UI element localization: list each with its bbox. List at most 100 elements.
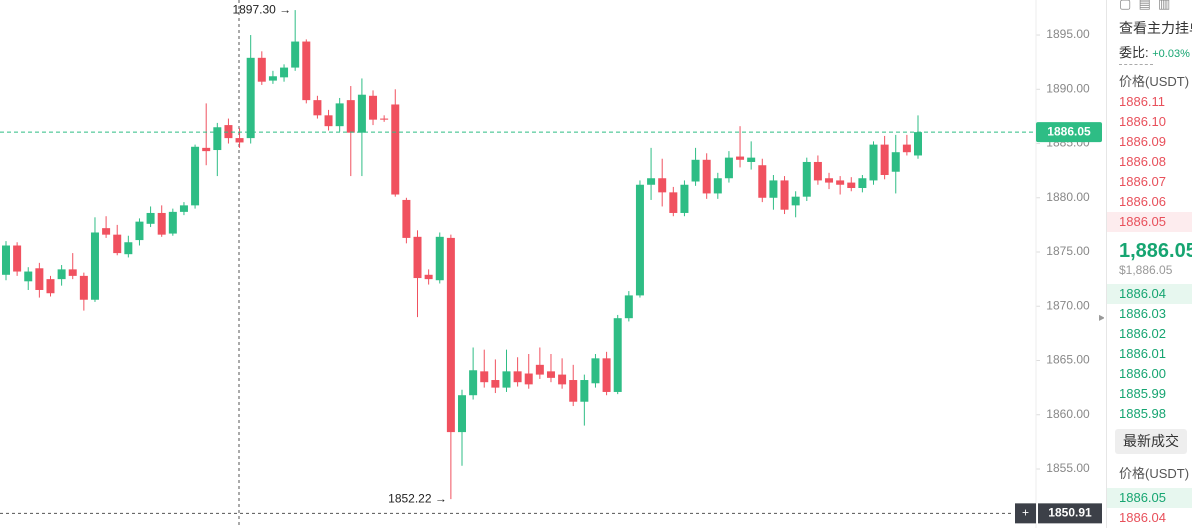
candle-body [591,358,600,384]
trades-header: 价格(USDT) [1119,466,1190,481]
crosshair-label: 1850.91 [1048,506,1092,520]
candle-body [191,146,200,206]
candle-body [469,370,478,396]
price-row: 1885.99 [1119,386,1166,401]
candle-body [369,95,378,120]
candle-body [24,271,33,282]
candle-body [135,221,144,241]
candle-body [68,269,77,276]
candle-body [891,152,900,172]
candle-body [435,236,444,281]
candle-body [513,371,522,383]
candle-body [613,318,622,392]
candle-body [179,205,188,212]
price-row: 1886.03 [1119,306,1166,321]
candle-body [246,57,255,139]
price-row: 1886.09 [1119,134,1166,149]
candle-body [13,245,22,272]
candle-body [357,94,366,133]
candle-body [869,144,878,181]
candle-body [458,395,466,433]
candle-body [546,371,555,378]
candle-body [424,274,433,280]
candle-body [157,212,166,235]
last-usd: $1,886.05 [1119,263,1173,277]
candle-body [691,159,700,182]
candle-body [213,127,222,151]
candle-body [647,178,656,185]
trade-row: 1886.04 [1119,510,1166,525]
candle-body [235,138,244,143]
price-row: 1886.06 [1119,194,1166,209]
candle-body [569,380,578,402]
price-row: 1885.98 [1119,406,1166,421]
price-row: 1886.08 [1119,154,1166,169]
candle-body [502,371,511,388]
candle-body [124,242,133,255]
price-row: 1886.04 [1107,284,1192,304]
y-tick-label: 1880.00 [1046,190,1090,204]
candle-body [769,180,778,198]
candle-body [257,57,266,82]
candle-body [880,144,889,175]
candle-body [346,100,355,133]
candle-body [491,380,500,388]
toolbar-icons: ▢ ▤ ▥ [1119,0,1171,11]
candle-body [680,184,689,213]
candle-body [202,147,211,152]
y-tick-label: 1870.00 [1046,298,1090,312]
order-book-title[interactable]: 查看主力挂单 [1119,20,1192,36]
candle-body [669,192,678,213]
candle-body [813,161,822,181]
candle-body [224,125,233,139]
candle-body [335,103,344,127]
candle-body [902,144,911,153]
ratio-value: +0.03% [1152,48,1190,60]
chart: 1895.001890.001885.001880.001875.001870.… [0,0,1104,528]
price-row: 1886.05 [1107,212,1192,232]
candle-body [168,211,177,234]
ratio-label: 委比: [1119,45,1149,60]
order-book: ▢ ▤ ▥ 查看主力挂单 委比: +0.03% 价格(USDT) 1886.11… [1106,0,1192,528]
candle-body [90,232,99,300]
candle-body [57,269,66,280]
candle-body [113,234,122,254]
candle-body [602,358,611,392]
last-price: 1,886.05 [1119,240,1192,262]
candle-body [402,199,411,238]
candle-body [635,184,644,296]
candle-body [702,159,711,194]
candle-body [2,245,10,275]
candle-body [758,165,767,198]
trade-row: 1886.05 [1107,488,1192,508]
candle-body [79,275,88,300]
last-price-label: 1886.05 [1047,124,1091,138]
candle-body [313,100,322,116]
price-row: 1886.07 [1119,174,1166,189]
y-tick-label: 1860.00 [1046,407,1090,421]
candle-body [268,76,277,81]
candle-body [724,157,733,179]
candle-body [780,180,789,210]
candle-body [102,228,111,235]
price-row: 1886.02 [1119,326,1166,341]
candle-body [446,237,455,433]
candle-body [802,161,811,197]
ratio: 委比: +0.03% [1107,43,1192,63]
candle-body [914,132,922,156]
candle-body [291,41,300,68]
collapse-handle: ▸ [1099,310,1104,324]
candle-body [524,373,533,385]
candle-body [858,178,867,189]
candle-body [480,371,489,383]
price-axis [1036,0,1104,528]
y-tick-label: 1875.00 [1046,244,1090,258]
candle-body [413,236,422,279]
price-row: 1886.10 [1119,114,1166,129]
price-row: 1886.01 [1119,346,1166,361]
candle-body [836,180,845,185]
trades-button[interactable]: 最新成交 [1115,429,1187,454]
candle-body [324,115,333,127]
candle-body [713,178,722,194]
